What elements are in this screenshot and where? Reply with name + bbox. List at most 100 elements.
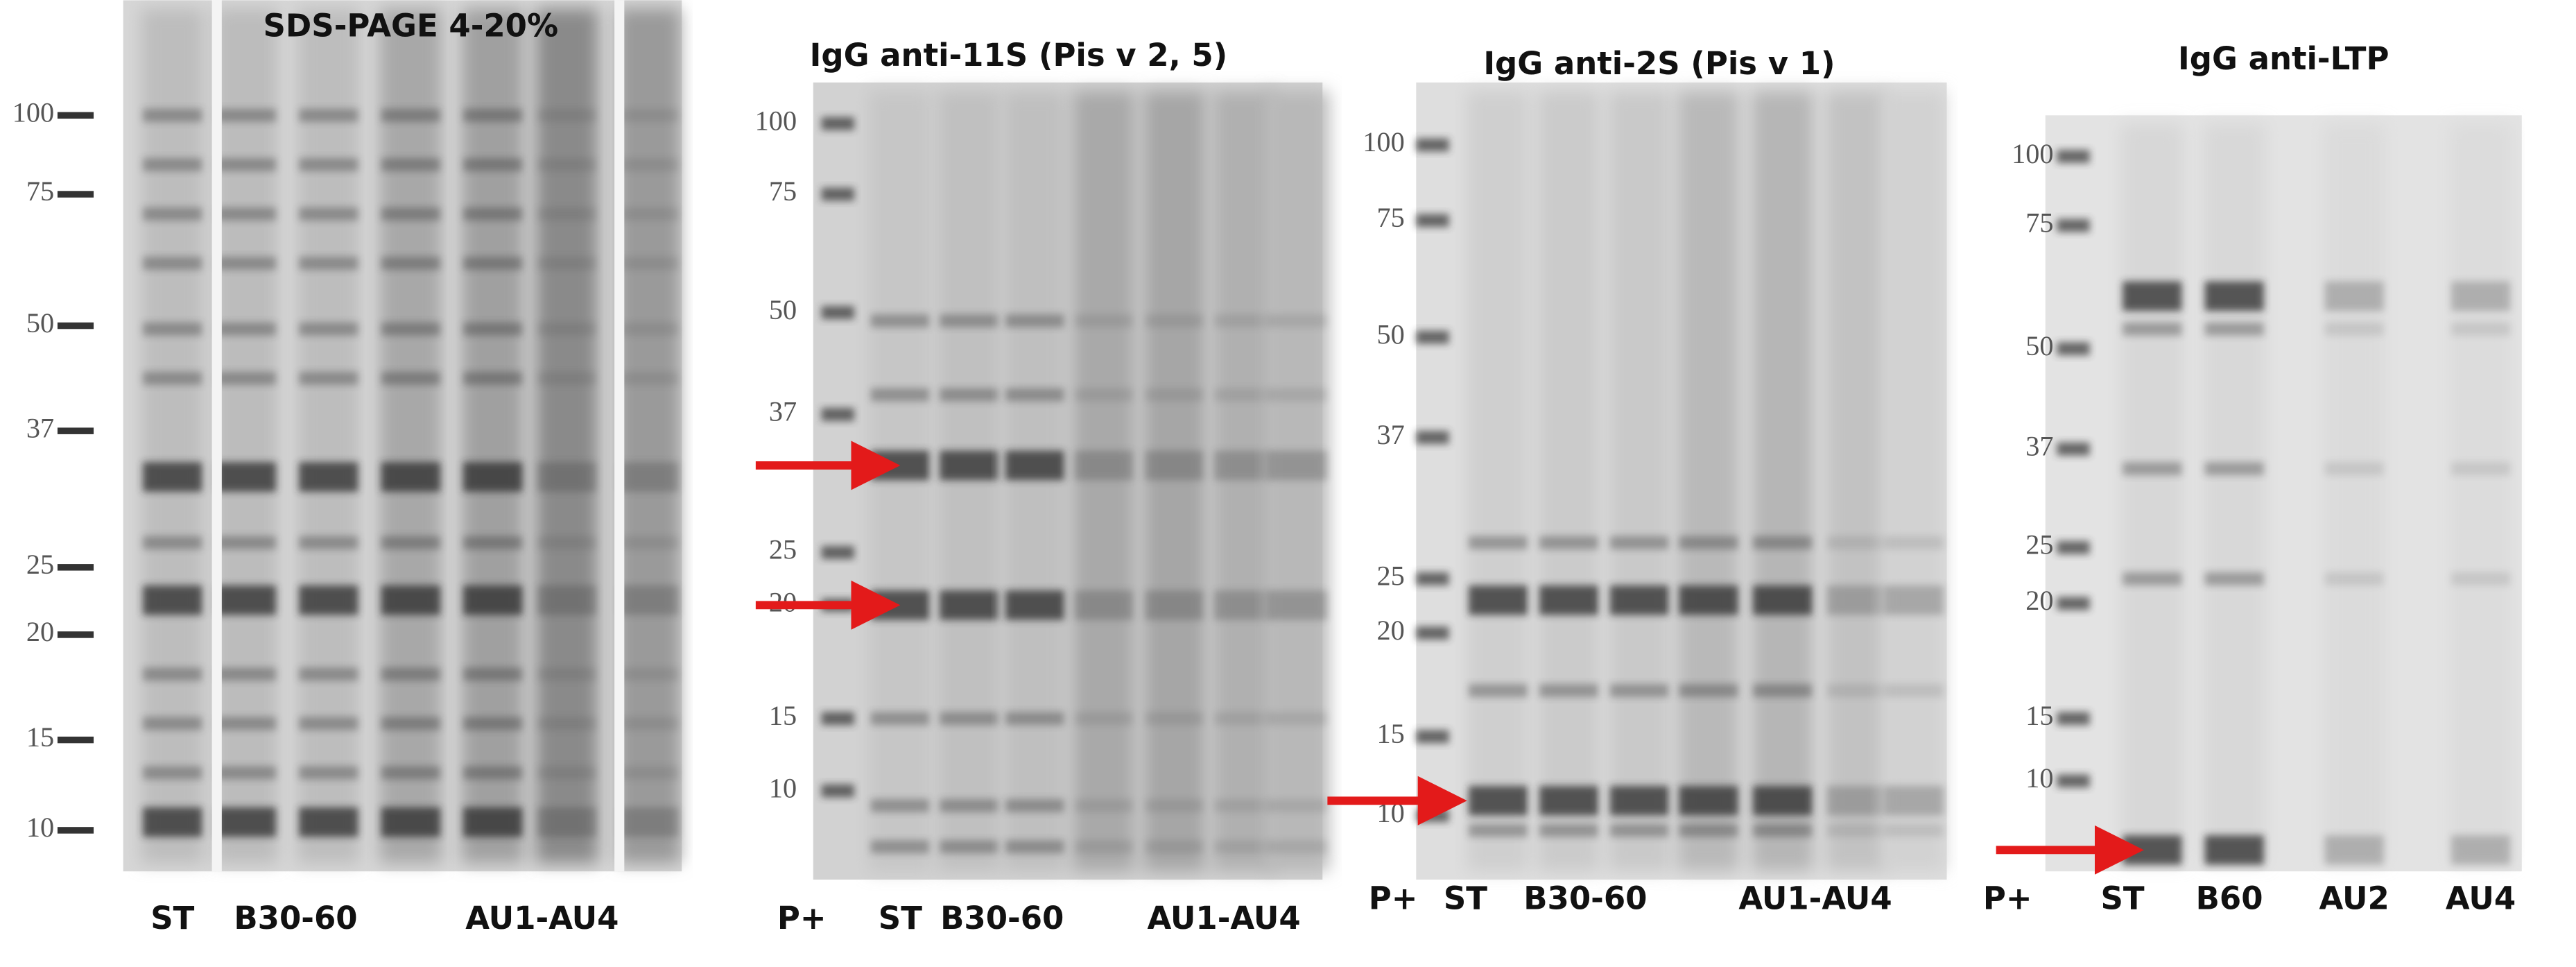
gel-band	[216, 207, 277, 221]
gel-band	[463, 717, 523, 730]
gel-band	[299, 717, 358, 730]
gel-lane	[1073, 90, 1136, 872]
gel-band	[2123, 462, 2182, 476]
gel-band	[1268, 388, 1328, 402]
marker-label: 10	[26, 812, 54, 843]
gel-band	[619, 717, 679, 730]
lane-gap	[211, 0, 222, 872]
marker-dash	[57, 191, 94, 198]
gel-band	[940, 712, 999, 726]
marker-label: 25	[769, 534, 797, 565]
gel-band	[619, 108, 679, 122]
gel-band	[1826, 823, 1886, 837]
gel-band	[1884, 536, 1944, 549]
ladder-band	[821, 117, 855, 130]
lane-label: B30-60	[940, 900, 1064, 936]
gel-band	[381, 585, 440, 615]
gel-band	[299, 585, 358, 615]
gel-band	[381, 807, 440, 837]
gel-band	[1679, 585, 1738, 615]
gel-band	[1213, 314, 1274, 327]
gel-band	[216, 766, 277, 780]
gel-band	[1145, 388, 1204, 402]
ladder-band	[2057, 219, 2090, 232]
gel-band	[1884, 823, 1944, 837]
marker-label: 37	[769, 396, 797, 427]
gel-band	[1268, 590, 1328, 620]
gel-lane	[1883, 90, 1946, 872]
gel-lane	[2120, 123, 2184, 864]
ladder-band	[2057, 540, 2090, 554]
gel-band	[619, 157, 679, 171]
gel-band	[463, 536, 523, 549]
marker-label: 25	[26, 549, 54, 580]
gel-band	[1213, 798, 1274, 812]
gel-band	[463, 108, 523, 122]
marker-label: 10	[2025, 762, 2053, 794]
marker-label: 20	[2025, 585, 2053, 616]
marker-label: 75	[26, 176, 54, 207]
ladder-band	[1416, 214, 1449, 228]
lane-label: B30-60	[1523, 880, 1647, 917]
gel-lane	[1143, 90, 1207, 872]
gel-band	[1268, 450, 1328, 481]
marker-label: 37	[2025, 430, 2053, 461]
gel-band	[1609, 536, 1670, 549]
gel-lane	[461, 8, 524, 864]
gel-band	[619, 667, 679, 681]
marker-label: 100	[755, 105, 797, 136]
gel-band	[1145, 840, 1204, 854]
ladder-band	[1416, 138, 1449, 152]
gel-band	[216, 536, 277, 549]
gel-band	[216, 322, 277, 336]
gel-band	[1268, 798, 1328, 812]
gel-lane	[1825, 90, 1888, 872]
gel-band	[1005, 712, 1065, 726]
gel-band	[143, 322, 202, 336]
gel-band	[2123, 572, 2182, 585]
gel-band	[1074, 712, 1134, 726]
marker-dash	[57, 112, 94, 119]
gel-band	[299, 371, 358, 385]
gel-band	[1145, 798, 1204, 812]
gel-band	[619, 536, 679, 549]
gel-band	[1469, 536, 1528, 549]
gel-lane	[1212, 90, 1275, 872]
panel: IgG anti-11S (Pis v 2, 5)100755037252015…	[755, 37, 1329, 936]
gel-band	[381, 371, 440, 385]
gel-band	[1826, 585, 1886, 615]
lane-label: AU2	[2319, 880, 2389, 917]
marker-label: 25	[1376, 560, 1404, 592]
ladder-band	[2057, 712, 2090, 726]
lane-label: AU1-AU4	[465, 900, 619, 936]
marker-label: 75	[2025, 207, 2053, 238]
gel-lane	[1537, 90, 1600, 872]
gel-lane	[937, 90, 1001, 872]
gel-band	[1005, 450, 1065, 481]
gel-band	[940, 798, 999, 812]
gel-band	[216, 157, 277, 171]
marker-label: 75	[1376, 202, 1404, 233]
lane-label: ST	[2101, 880, 2145, 917]
gel-band	[1074, 798, 1134, 812]
gel-band	[1469, 823, 1528, 837]
gel-band	[537, 108, 597, 122]
gel-band	[1213, 840, 1274, 854]
gel-band	[1213, 450, 1274, 481]
gel-band	[2324, 835, 2384, 865]
gel-band	[1469, 785, 1528, 816]
marker-label: 10	[769, 772, 797, 803]
gel-band	[1005, 314, 1065, 327]
gel-band	[1539, 785, 1599, 816]
gel-band	[619, 807, 679, 837]
gel-band	[870, 388, 931, 402]
panel-title: IgG anti-2S (Pis v 1)	[1483, 45, 1835, 82]
gel-band	[1826, 536, 1886, 549]
marker-dash	[57, 564, 94, 571]
marker-label: 15	[2025, 700, 2053, 731]
gel-band	[2450, 462, 2511, 476]
gel-band	[870, 712, 931, 726]
lane-gap	[614, 0, 625, 872]
gel-band	[381, 766, 440, 780]
panel-title: SDS-PAGE 4-20%	[263, 8, 559, 44]
